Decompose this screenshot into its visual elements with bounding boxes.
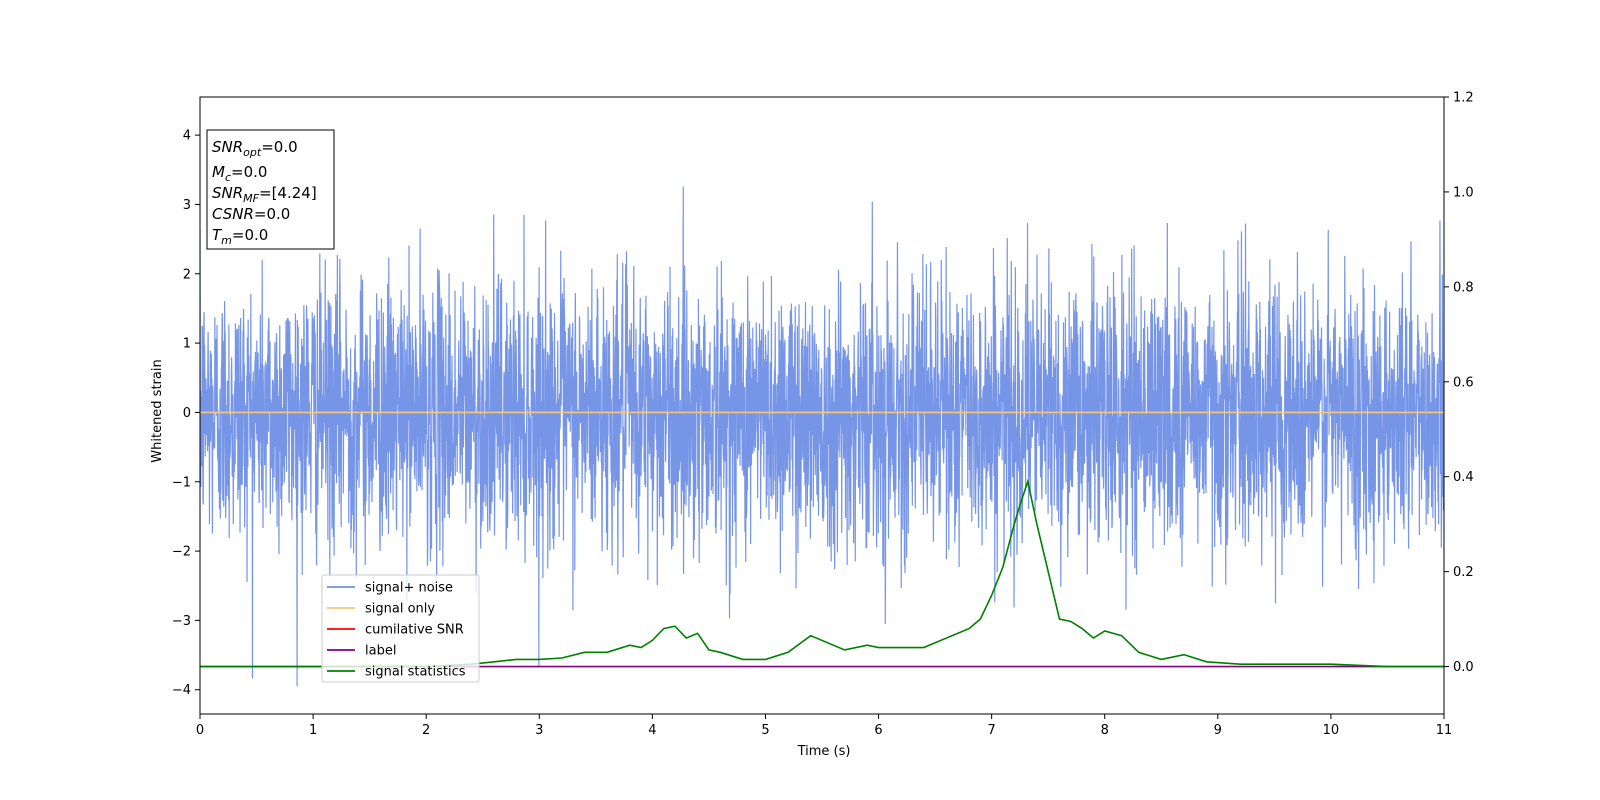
y-tick-label-right: 0.2 <box>1453 565 1474 580</box>
y-tick-label-left: 0 <box>183 406 191 421</box>
annotation-line: CSNR=0.0 <box>212 205 290 223</box>
x-tick-label: 10 <box>1323 723 1340 738</box>
x-tick-label: 11 <box>1436 723 1453 738</box>
x-tick-label: 9 <box>1214 723 1222 738</box>
annotation-line: Tm=0.0 <box>212 226 268 247</box>
annotation-line: SNRMF=[4.24] <box>212 184 317 205</box>
x-tick-label: 0 <box>196 723 204 738</box>
x-tick-label: 4 <box>648 723 656 738</box>
y-tick-label-left: −1 <box>172 475 191 490</box>
y-tick-label-left: 2 <box>183 267 191 282</box>
y-tick-label-right: 0.4 <box>1453 470 1474 485</box>
x-tick-label: 7 <box>987 723 995 738</box>
y-tick-label-right: 1.2 <box>1453 91 1474 106</box>
x-tick-label: 1 <box>309 723 317 738</box>
annotation-line: SNRopt=0.0 <box>212 138 298 159</box>
axes: 0 1 2 3 4 5 6 7 8 9 10 11 −4 −3 −2 −1 0 1 2 3 4 0.0 0.2 0.4 0.6 0… <box>172 91 1474 739</box>
x-tick-label: 3 <box>535 723 543 738</box>
y-tick-label-left: −4 <box>172 683 191 698</box>
y-axis-label: Whitened strain <box>150 359 165 462</box>
y-tick-label-left: −3 <box>172 614 191 629</box>
y-tick-label-right: 1.0 <box>1453 185 1474 200</box>
y-tick-label-right: 0.8 <box>1453 280 1474 295</box>
y-tick-label-left: 3 <box>183 198 191 213</box>
y-tick-label-left: 4 <box>183 129 191 144</box>
y-tick-label-left: 1 <box>183 337 191 352</box>
series-line-4 <box>200 478 1444 668</box>
legend-label: label <box>365 644 396 659</box>
x-tick-label: 2 <box>422 723 430 738</box>
y-tick-label-left: −2 <box>172 545 191 560</box>
legend-label: signal only <box>365 602 435 617</box>
x-axis-label: Time (s) <box>797 744 851 759</box>
legend-label: signal statistics <box>365 665 466 680</box>
y-tick-label-right: 0.6 <box>1453 375 1474 390</box>
y-tick-label-right: 0.0 <box>1453 660 1474 675</box>
annotation-line: Mc=0.0 <box>212 163 267 184</box>
legend-label: signal+ noise <box>365 581 453 596</box>
x-tick-label: 8 <box>1101 723 1109 738</box>
legend-label: cumilative SNR <box>365 623 464 638</box>
plot-frame <box>199 96 1445 715</box>
x-tick-label: 6 <box>874 723 882 738</box>
legend: signal+ noise signal only cumilative SNR la… <box>321 574 480 683</box>
x-tick-label: 5 <box>761 723 769 738</box>
series-signal-noise <box>200 186 1444 687</box>
